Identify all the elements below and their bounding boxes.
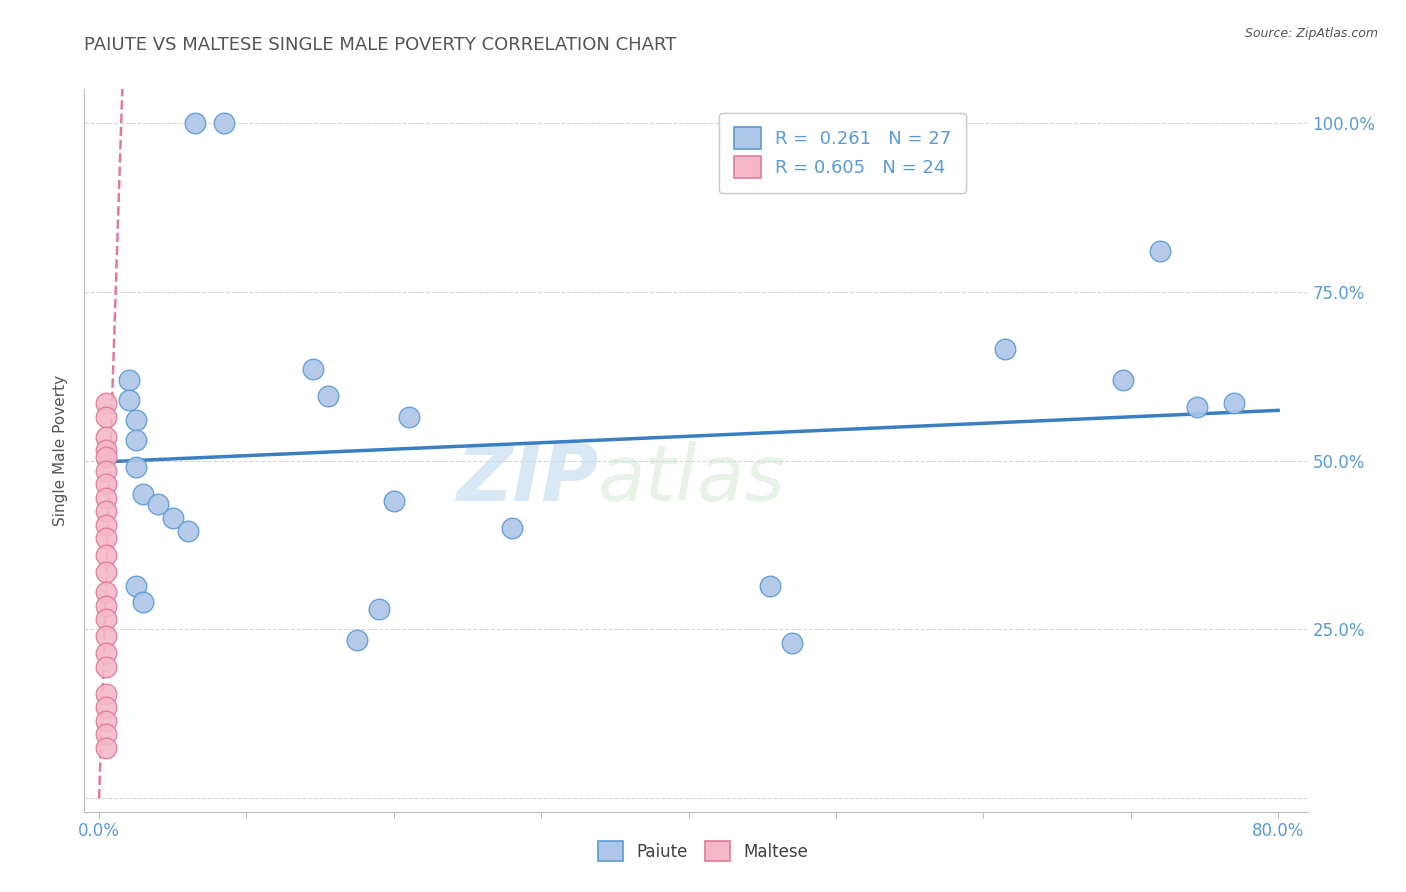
- Point: [96, 629, 118, 643]
- Legend: R =  0.261   N = 27, R = 0.605   N = 24: R = 0.261 N = 27, R = 0.605 N = 24: [720, 112, 966, 193]
- Point: [382, 494, 405, 508]
- Point: [96, 646, 118, 660]
- Point: [125, 434, 148, 448]
- Point: [1149, 244, 1171, 259]
- Point: [368, 602, 391, 616]
- Point: [96, 477, 118, 491]
- Point: [96, 517, 118, 532]
- Text: atlas: atlas: [598, 442, 786, 517]
- Point: [96, 396, 118, 410]
- Point: [96, 599, 118, 613]
- Point: [96, 450, 118, 465]
- Legend: Paiute, Maltese: Paiute, Maltese: [585, 828, 821, 875]
- Point: [125, 578, 148, 592]
- Point: [96, 727, 118, 741]
- Point: [96, 548, 118, 562]
- Point: [176, 524, 198, 539]
- Text: Source: ZipAtlas.com: Source: ZipAtlas.com: [1244, 27, 1378, 40]
- Y-axis label: Single Male Poverty: Single Male Poverty: [53, 375, 69, 526]
- Point: [96, 659, 118, 673]
- Point: [117, 373, 139, 387]
- Point: [758, 578, 780, 592]
- Point: [125, 413, 148, 427]
- Point: [398, 409, 420, 424]
- Point: [96, 714, 118, 728]
- Point: [96, 585, 118, 599]
- Point: [1112, 373, 1135, 387]
- Point: [117, 392, 139, 407]
- Point: [1185, 400, 1208, 414]
- Point: [96, 740, 118, 755]
- Point: [132, 487, 155, 501]
- Point: [96, 491, 118, 505]
- Point: [96, 464, 118, 478]
- Point: [96, 612, 118, 626]
- Point: [301, 362, 323, 376]
- Text: ZIP: ZIP: [456, 442, 598, 517]
- Point: [214, 116, 236, 130]
- Point: [125, 460, 148, 475]
- Point: [994, 342, 1017, 356]
- Point: [96, 700, 118, 714]
- Point: [780, 636, 803, 650]
- Point: [346, 632, 368, 647]
- Point: [1223, 396, 1246, 410]
- Point: [96, 565, 118, 579]
- Point: [316, 389, 339, 403]
- Text: PAIUTE VS MALTESE SINGLE MALE POVERTY CORRELATION CHART: PAIUTE VS MALTESE SINGLE MALE POVERTY CO…: [84, 36, 676, 54]
- Point: [184, 116, 207, 130]
- Point: [96, 504, 118, 518]
- Point: [96, 531, 118, 545]
- Point: [96, 430, 118, 444]
- Point: [96, 687, 118, 701]
- Point: [96, 409, 118, 424]
- Point: [132, 595, 155, 609]
- Point: [501, 521, 523, 535]
- Point: [96, 443, 118, 458]
- Point: [146, 498, 169, 512]
- Point: [162, 511, 184, 525]
